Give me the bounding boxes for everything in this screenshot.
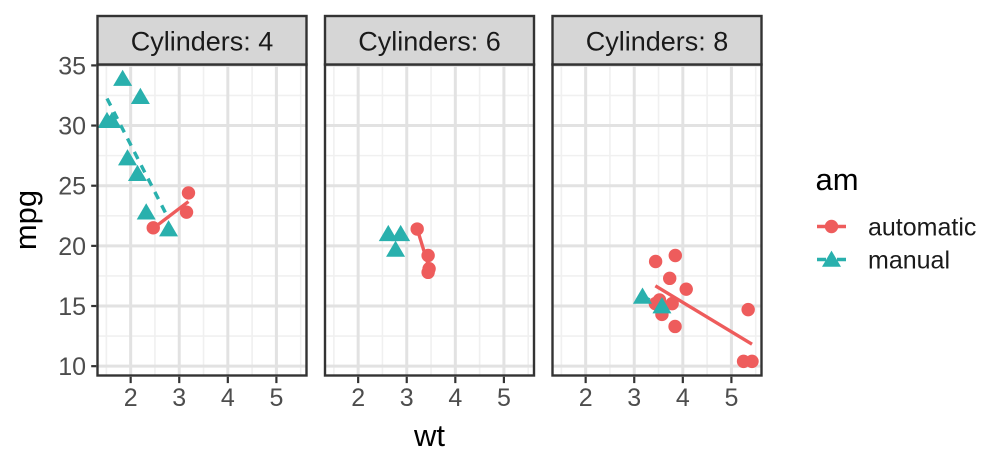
facet-strip — [551, 14, 763, 66]
point-automatic — [745, 354, 759, 369]
point-manual — [159, 220, 179, 237]
legend-label-manual: manual — [868, 247, 950, 275]
x-tick-label: 3 — [627, 384, 641, 412]
chart-marks: 2 3 4 5 2 3 4 5 2 3 4 5 10 15 20 25 30 35 — [58, 14, 846, 412]
point-automatic — [665, 296, 679, 311]
y-tick-label: 15 — [58, 293, 86, 321]
point-manual — [136, 203, 156, 220]
x-tick-label: 2 — [124, 384, 138, 412]
y-tick-label: 30 — [58, 113, 86, 141]
x-tick-label: 2 — [351, 384, 365, 412]
x-tick-label: 5 — [269, 384, 283, 412]
facet-strip — [323, 14, 536, 66]
legend-key-circle — [824, 219, 839, 234]
legend-label-automatic: automatic — [868, 214, 976, 242]
panel-background — [552, 64, 762, 376]
point-manual — [652, 297, 672, 314]
point-automatic — [410, 222, 424, 236]
point-automatic — [741, 302, 755, 317]
facet-strip-label-cyl8: Cylinders: 8 — [586, 27, 729, 57]
point-automatic — [181, 186, 196, 200]
y-tick-label: 35 — [58, 52, 86, 80]
facet-strip-label-cyl4: Cylinders: 4 — [131, 27, 274, 57]
point-automatic — [668, 248, 682, 263]
point-automatic — [668, 319, 682, 334]
point-manual — [127, 164, 147, 181]
y-tick-label: 25 — [58, 173, 86, 201]
point-manual — [386, 240, 406, 257]
point-manual — [632, 287, 652, 304]
x-tick-label: 4 — [676, 384, 690, 412]
legend-title: am — [816, 162, 859, 197]
point-manual — [391, 224, 411, 242]
trend-line-manual — [105, 97, 171, 220]
point-manual — [130, 87, 150, 104]
point-automatic — [146, 221, 160, 235]
point-automatic — [663, 271, 677, 286]
point-automatic — [679, 282, 693, 296]
x-tick-label: 3 — [400, 384, 414, 412]
x-tick-label: 3 — [172, 384, 186, 412]
panel-background — [325, 64, 534, 376]
facet-strip-label-cyl6: Cylinders: 6 — [358, 27, 501, 57]
trend-line-automatic — [654, 284, 753, 346]
x-axis-title: wt — [413, 418, 445, 453]
x-tick-label: 5 — [724, 384, 738, 412]
legend-key-triangle — [822, 250, 841, 267]
point-manual — [113, 69, 133, 86]
x-tick-label: 5 — [497, 384, 511, 412]
point-automatic — [179, 205, 194, 219]
x-tick-label: 4 — [221, 384, 235, 412]
point-manual — [378, 224, 398, 242]
trend-line-automatic — [152, 200, 190, 230]
point-automatic — [648, 254, 663, 269]
point-manual — [118, 149, 138, 166]
x-tick-label: 4 — [448, 384, 462, 412]
panel-background — [97, 64, 307, 376]
y-tick-label: 10 — [58, 353, 86, 381]
point-automatic — [421, 248, 435, 263]
y-axis-title: mpg — [8, 190, 43, 250]
chart-labels: Cylinders: 4 Cylinders: 6 Cylinders: 8 w… — [8, 27, 976, 454]
x-tick-label: 2 — [579, 384, 593, 412]
y-tick-label: 20 — [58, 233, 86, 261]
point-manual — [102, 111, 122, 129]
point-automatic — [422, 262, 436, 276]
facet-strip — [96, 14, 308, 66]
